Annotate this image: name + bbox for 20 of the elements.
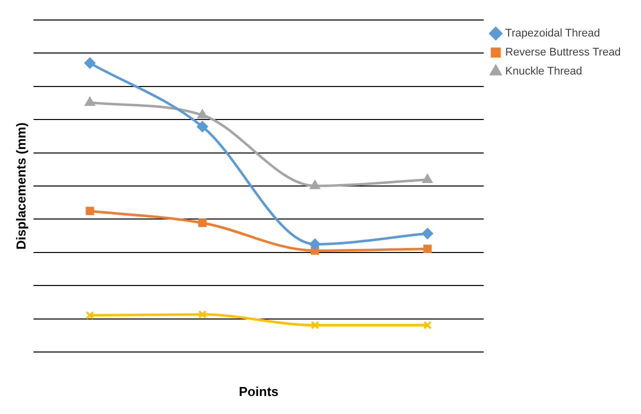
legend-label: Reverse Buttress Tread (505, 46, 621, 59)
point (422, 228, 433, 240)
point (86, 311, 94, 320)
y-axis-title: Displacements (mm) (13, 122, 28, 250)
point (198, 218, 207, 228)
point (84, 97, 95, 106)
point (86, 206, 94, 216)
legend-label: Trapezoidal Thread (505, 28, 600, 40)
point (196, 121, 208, 132)
point (310, 180, 320, 190)
point (309, 238, 320, 250)
point (423, 320, 432, 330)
x-axis-title: Points (238, 384, 279, 399)
point (310, 320, 320, 330)
point (422, 174, 432, 184)
legend-label: Knuckle Thread (505, 66, 582, 78)
point (198, 110, 208, 118)
point (198, 310, 207, 319)
point (423, 244, 432, 254)
point (84, 58, 96, 69)
